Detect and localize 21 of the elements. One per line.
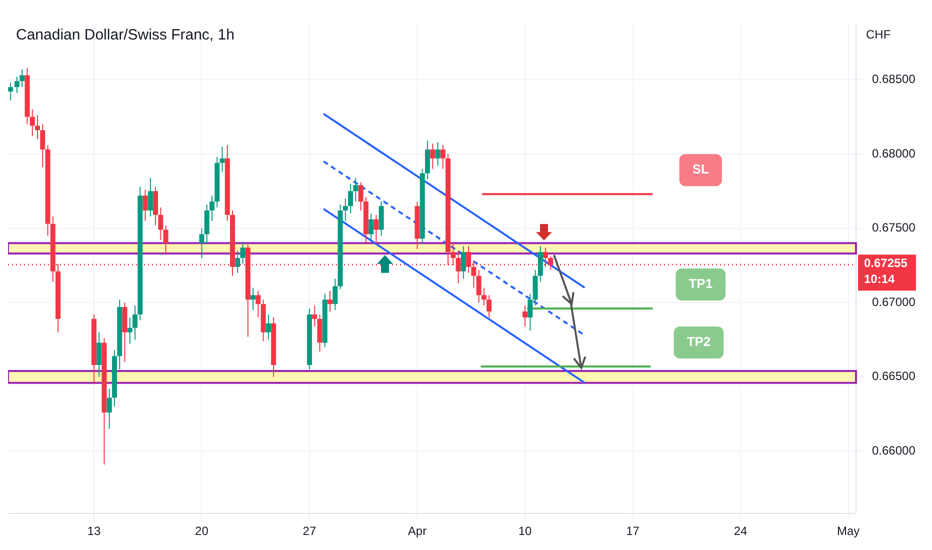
y-tick-label: 0.68000	[872, 146, 916, 160]
x-tick-label: 13	[87, 524, 101, 538]
x-tick-label: 10	[518, 524, 532, 538]
x-tick-label: 24	[734, 524, 748, 538]
annotation: TP1	[688, 276, 713, 292]
y-tick-label: 0.68500	[872, 72, 916, 86]
annotation: SL	[692, 162, 710, 177]
x-tick-label: 20	[195, 524, 209, 538]
ref-line-label: 0.67255	[864, 256, 908, 270]
annotation: TP2	[686, 334, 711, 350]
x-tick-label: 27	[302, 524, 316, 538]
x-tick-label: Apr	[408, 524, 427, 538]
y-tick-label: 0.67500	[872, 220, 916, 235]
x-tick-label: May	[836, 524, 860, 538]
chart-title: Canadian Dollar/Swiss Franc, 1h	[16, 26, 234, 44]
y-axis-title: CHF	[866, 28, 891, 42]
x-tick-label: 17	[626, 524, 640, 538]
y-tick-label: 0.66000	[872, 444, 916, 458]
text: 10:14	[864, 272, 896, 286]
y-tick-label: 0.66500	[872, 369, 916, 384]
y-tick-label: 0.67000	[872, 294, 916, 309]
